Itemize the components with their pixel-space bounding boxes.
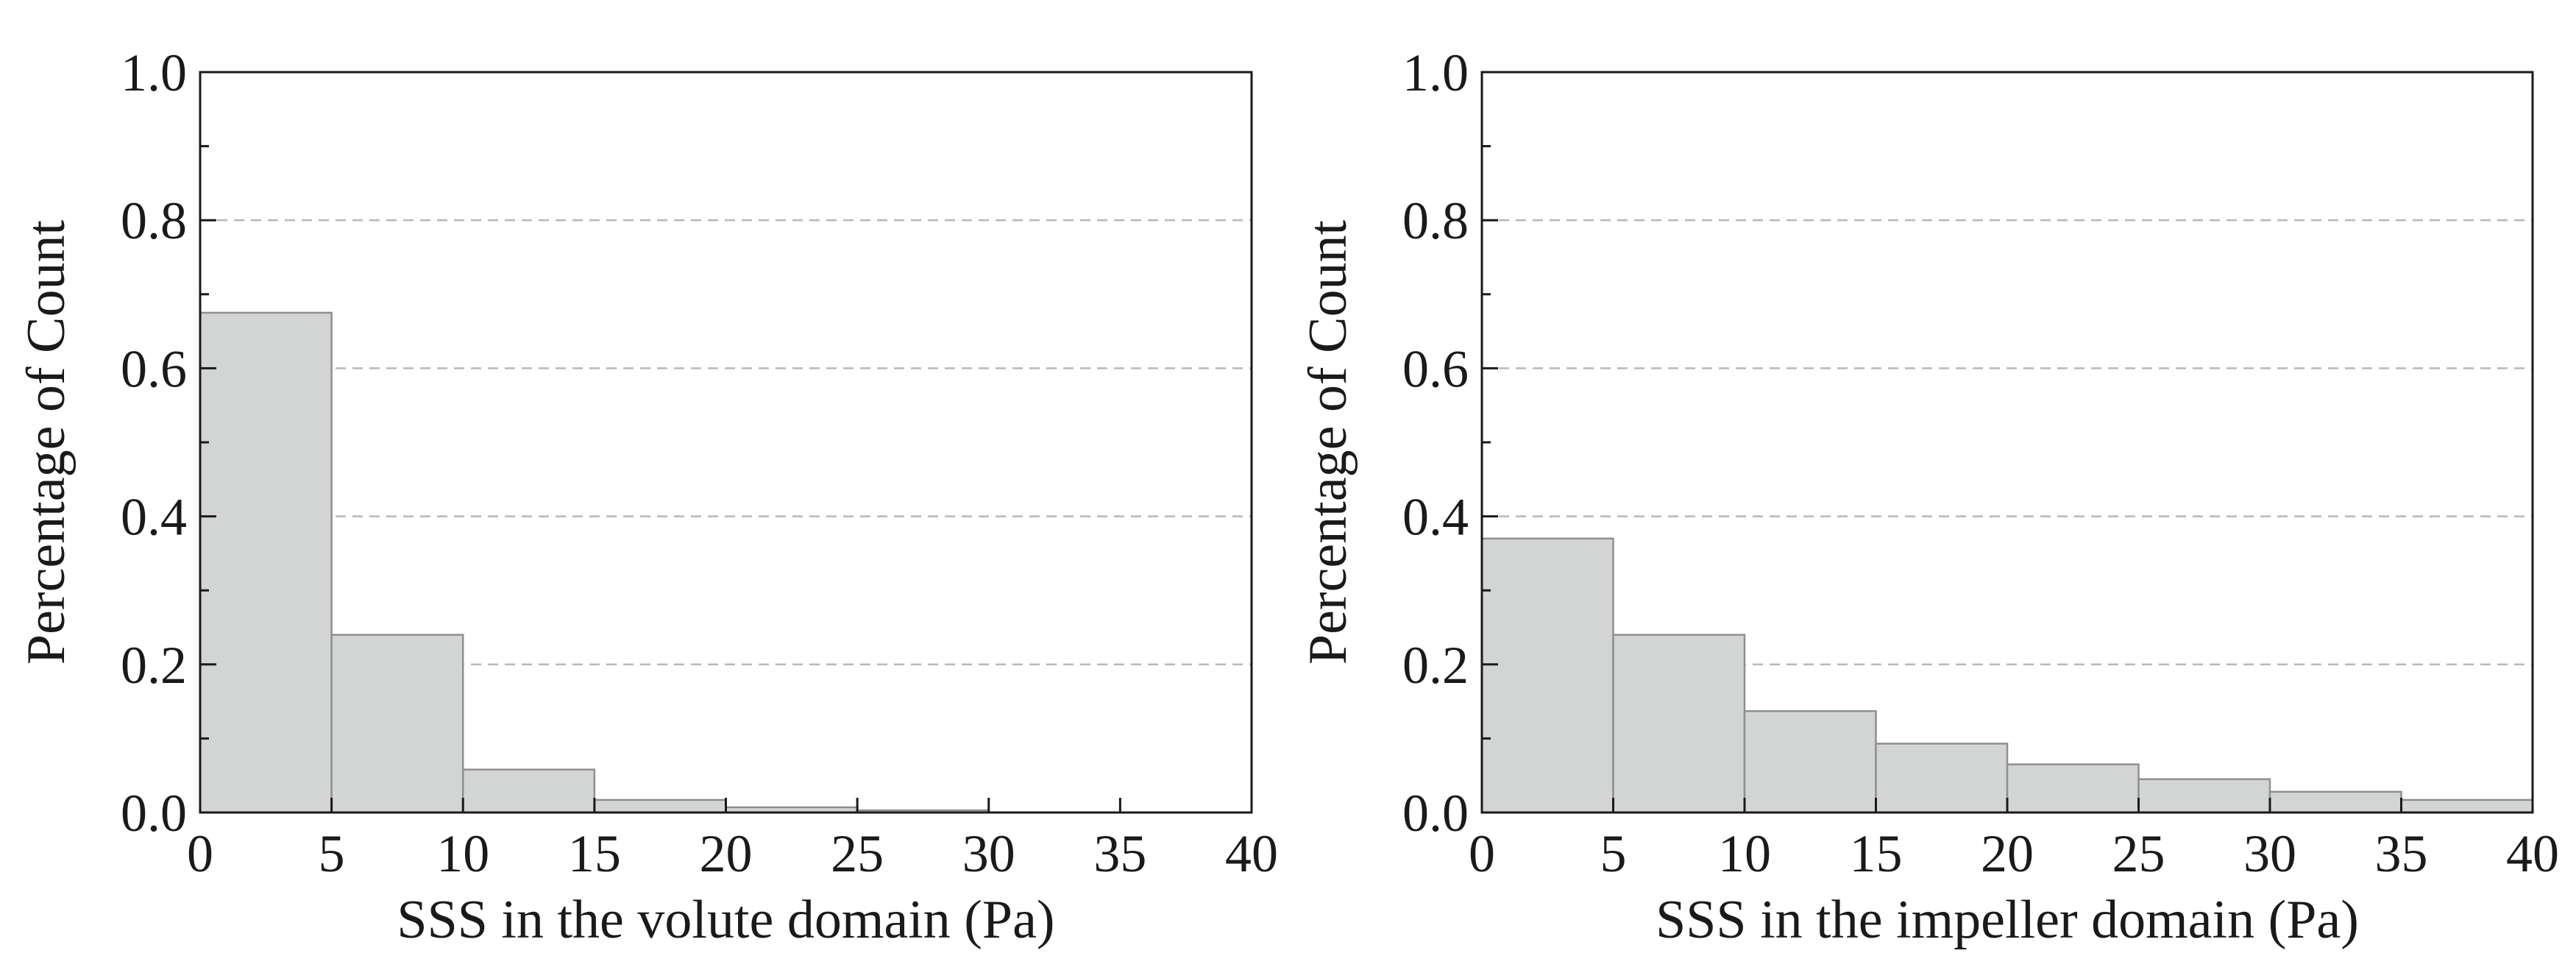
- y-tick-label: 1.0: [1402, 43, 1469, 102]
- histogram-bar: [199, 311, 333, 814]
- x-tick-label: 30: [962, 824, 1015, 883]
- y-tick-label: 0.8: [121, 191, 187, 250]
- x-tick-label: 0: [187, 824, 213, 883]
- x-tick-label: 35: [2375, 824, 2428, 883]
- y-tick-label: 0.6: [121, 339, 187, 398]
- histogram-bar: [593, 799, 727, 814]
- y-tick-label: 0.2: [121, 636, 187, 695]
- x-tick-label: 10: [436, 824, 489, 883]
- histogram-bar: [2006, 763, 2140, 814]
- x-tick-label: 0: [1469, 824, 1495, 883]
- y-tick-label: 0.4: [1402, 488, 1469, 547]
- histogram-bar: [330, 634, 464, 814]
- chart-impeller-domain: 0 5 10 15 20 25 30 35 40 0.0 0.2 0.4 0.6 0.8 1.0 SSS in…: [1298, 43, 2559, 950]
- x-tick-label: 15: [1850, 824, 1903, 883]
- x-axis-label: SSS in the volute domain (Pa): [397, 890, 1054, 950]
- y-tick-label: 0.0: [1402, 784, 1469, 843]
- y-tick-label: 0.6: [1402, 339, 1469, 398]
- y-axis-label: Percentage of Count: [1298, 219, 1358, 665]
- y-tick-label: 0.0: [121, 784, 187, 843]
- histogram-bar: [2400, 799, 2534, 814]
- x-axis-label: SSS in the impeller domain (Pa): [1656, 890, 2359, 950]
- histogram-bar: [2268, 790, 2402, 814]
- x-tick-label: 5: [319, 824, 345, 883]
- histogram-bar: [1875, 743, 2009, 814]
- x-tick-label: 25: [2112, 824, 2165, 883]
- y-axis-label: Percentage of Count: [16, 219, 77, 665]
- x-tick-label: 20: [1981, 824, 2034, 883]
- y-tick-label: 0.2: [1402, 636, 1469, 695]
- x-tick-label: 20: [700, 824, 753, 883]
- y-tick-label: 0.4: [121, 488, 187, 547]
- histogram-bar: [1480, 537, 1614, 814]
- x-tick-label: 40: [2506, 824, 2559, 883]
- histogram-bar: [1612, 634, 1746, 814]
- x-tick-label: 35: [1093, 824, 1146, 883]
- histogram-bar: [2137, 778, 2271, 814]
- y-tick-label: 0.8: [1402, 191, 1469, 250]
- y-tick-label: 1.0: [121, 43, 187, 102]
- x-tick-label: 25: [831, 824, 884, 883]
- histogram-bar: [1743, 709, 1877, 814]
- x-tick-label: 10: [1718, 824, 1771, 883]
- x-tick-label: 40: [1225, 824, 1278, 883]
- histogram-bar: [462, 768, 596, 814]
- chart-volute-domain: 0 5 10 15 20 25 30 35 40 0.0 0.2 0.4 0.6 0.8 1.0 SSS in…: [16, 43, 1278, 950]
- x-tick-label: 15: [568, 824, 621, 883]
- x-tick-label: 5: [1600, 824, 1627, 883]
- x-tick-label: 30: [2243, 824, 2296, 883]
